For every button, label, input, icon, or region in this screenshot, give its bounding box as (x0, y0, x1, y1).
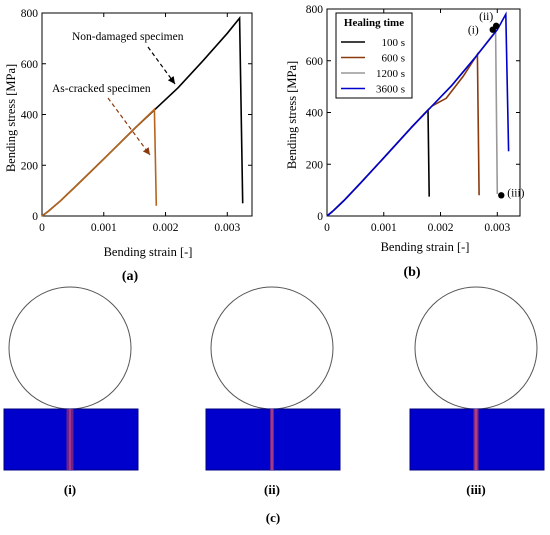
panel-label-a: (a) (122, 269, 139, 284)
arrow-as-cracked (107, 97, 151, 156)
x-tick-label-b: 0.003 (484, 222, 510, 234)
annotation-non-damaged: Non-damaged specimen (72, 31, 184, 43)
x-tick-label-a: 0.003 (214, 222, 240, 234)
loading-roller (8, 286, 132, 410)
snapshot-label: (ii) (264, 482, 280, 497)
series-line-a-as-cracked-specimen (41, 107, 158, 217)
series-line-a-non-damaged-specimen (41, 15, 244, 217)
snapshot-label: (i) (64, 482, 76, 497)
x-tick-label-a: 0.001 (91, 222, 117, 234)
y-tick-label-a: 200 (21, 160, 39, 172)
legend-entry: 600 s (381, 53, 405, 65)
arrow-non-damaged (147, 46, 176, 85)
x-tick-label-a: 0 (39, 222, 45, 234)
marker-label: (i) (468, 25, 479, 37)
x-tick-label-a: 0.002 (153, 222, 179, 234)
snapshot-1: (i) (3, 286, 139, 497)
y-tick-label-a: 600 (21, 59, 39, 71)
snapshot-2: (ii) (205, 286, 341, 497)
chart-panel-a: Bending stress [MPa] Bending strain [-] … (4, 8, 253, 284)
marker-label: (ii) (479, 11, 493, 23)
snapshot-3: (iii) (409, 286, 545, 497)
y-axis-label-b: Bending stress [MPa] (285, 61, 299, 169)
x-tick-label-b: 0.002 (428, 222, 454, 234)
plot-frame-a (41, 12, 253, 217)
annotation-as-cracked: As-cracked specimen (52, 83, 151, 95)
legend-title: Healing time (344, 17, 404, 29)
y-axis-label-a: Bending stress [MPa] (4, 64, 18, 172)
marker-point (492, 22, 500, 30)
snapshot-panel-c: (c) (i) (ii) (iii) (3, 286, 545, 525)
x-tick-label-b: 0 (324, 222, 330, 234)
x-tick-label-b: 0.001 (371, 222, 397, 234)
snapshot-label: (iii) (466, 482, 486, 497)
legend-entry: 100 s (381, 37, 405, 49)
y-tick-label-b: 200 (306, 159, 324, 171)
x-axis-label-a: Bending strain [-] (104, 245, 193, 259)
y-tick-label-b: 400 (306, 108, 324, 120)
chart-panel-b: Bending stress [MPa] Bending strain [-] … (285, 4, 525, 280)
y-tick-label-a: 800 (21, 8, 39, 20)
marker-point (498, 192, 505, 199)
legend-entry: 1200 s (376, 68, 405, 80)
y-tick-label-b: 800 (306, 4, 324, 16)
panel-label-c: (c) (266, 510, 280, 525)
loading-roller (414, 286, 538, 410)
panel-label-b: (b) (403, 265, 420, 280)
loading-roller (210, 286, 334, 410)
legend-box (335, 12, 413, 99)
y-tick-label-a: 0 (32, 211, 38, 223)
legend-healing-time: Healing time 100 s 600 s 1200 s 3600 s (335, 12, 413, 99)
marker-label: (iii) (507, 187, 524, 199)
x-axis-label-b: Bending strain [-] (381, 240, 470, 254)
y-tick-label-b: 600 (306, 56, 324, 68)
y-tick-label-b: 0 (317, 211, 323, 223)
legend-entry: 3600 s (376, 84, 405, 96)
y-tick-label-a: 400 (21, 110, 39, 122)
